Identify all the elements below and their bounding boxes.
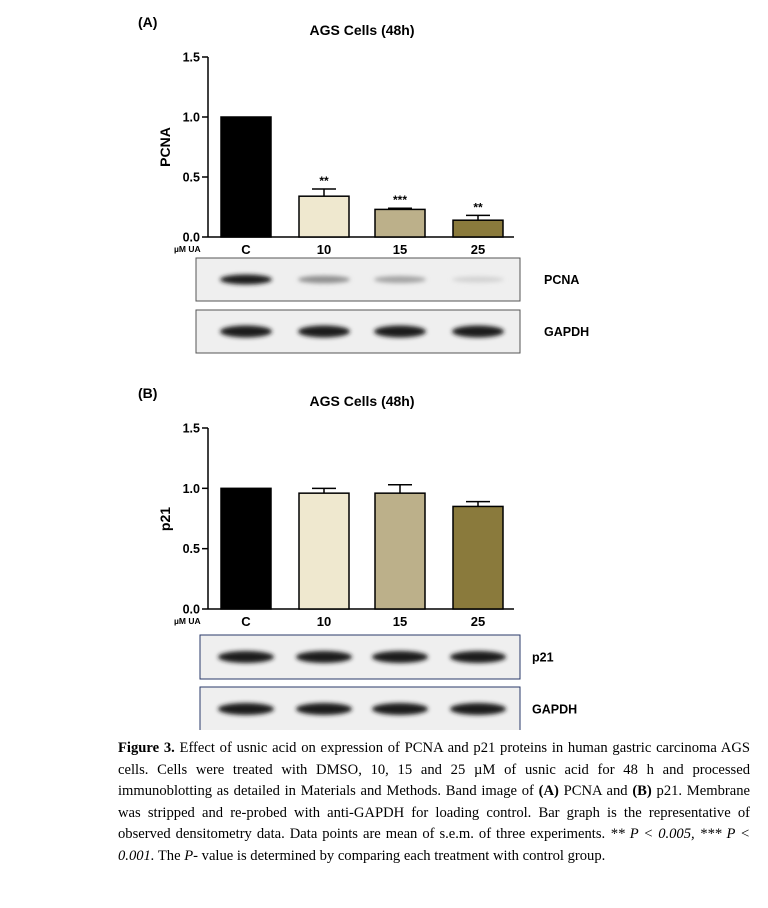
caption-figure-label: Figure 3. — [118, 740, 175, 756]
panel-b-x-unit: µM UA — [174, 616, 201, 626]
caption-text-1: Effect of usnic acid on expression of PC… — [118, 740, 750, 800]
panel-b-xtick-label: 10 — [317, 614, 331, 629]
caption-p-values: ** P < 0.005, *** P < 0.001. — [118, 826, 751, 864]
panel-a-blot-band — [298, 325, 350, 338]
panel-a-ylabel: PCNA — [157, 127, 173, 167]
panel-b-ytick-label: 0.0 — [183, 603, 200, 617]
figure-svg: (A) AGS Cells (48h) 0.0 0.5 1.0 1.5 PCNA µM UA C… — [138, 14, 589, 730]
panel-b-blot-label: p21 — [532, 651, 554, 665]
panel-b-title: AGS Cells (48h) — [309, 393, 414, 409]
panel-a-xtick-label: 25 — [471, 242, 485, 257]
panel-a-significance: *** — [393, 193, 407, 207]
panel-b-bar — [452, 505, 504, 610]
panel-b-blot-band — [296, 651, 352, 663]
panel-a-ytick-label: 0.5 — [183, 171, 200, 185]
figure-caption: Figure 3. Effect of usnic acid on expres… — [118, 738, 750, 868]
panel-b-blot-band — [372, 703, 428, 715]
panel-a-blot-band — [220, 325, 272, 338]
panel-a-title: AGS Cells (48h) — [309, 22, 414, 38]
panel-a-bar — [452, 219, 504, 238]
caption-label-a: (A) — [538, 783, 559, 800]
panel-a-xtick-label: C — [241, 242, 251, 257]
panel-a-blot-band — [452, 276, 504, 283]
panel-a-blot-band — [298, 275, 350, 284]
caption-text-4: The — [154, 847, 185, 864]
panel-a-ytick-label: 0.0 — [183, 231, 200, 245]
panel-b-ytick-label: 1.0 — [183, 482, 200, 496]
panel-a-xtick-label: 10 — [317, 242, 331, 257]
panel-b-blot-band — [372, 651, 428, 663]
panel-b-bar — [374, 492, 426, 610]
panel-b-ytick-label: 1.5 — [183, 422, 200, 436]
panel-b-blot-band — [450, 703, 506, 715]
panel-a-ytick-label: 1.5 — [183, 51, 200, 65]
panel-a-significance: ** — [473, 200, 483, 214]
panel-b-ytick-label: 0.5 — [183, 542, 200, 556]
panel-a-label: (A) — [138, 14, 157, 30]
panel-a-ytick-label: 1.0 — [183, 111, 200, 125]
panel-b-bar — [298, 492, 350, 610]
panel-b-blot-band — [450, 651, 506, 663]
panel-a-bar — [374, 208, 426, 238]
caption-text-5: - value is determined by comparing each … — [193, 847, 606, 864]
caption-text-2: PCNA and — [558, 783, 633, 800]
panel-a-bar — [220, 116, 272, 238]
panel-a-blot-label: GAPDH — [544, 325, 589, 339]
caption-text-3: p21. Membrane was stripped and re-probed… — [118, 783, 751, 843]
caption-label-b: (B) — [632, 783, 652, 800]
panel-a-bar — [298, 195, 350, 238]
panel-b-xtick-label: 25 — [471, 614, 485, 629]
caption-p-letter: P — [184, 847, 194, 864]
panel-b-label: (B) — [138, 385, 157, 401]
panel-b-blot-label: GAPDH — [532, 703, 577, 717]
panel-a-significance: ** — [319, 174, 329, 188]
panel-a-blot-label: PCNA — [544, 273, 579, 287]
panel-a-blot-band — [374, 325, 426, 338]
panel-a-blot-band — [374, 275, 426, 284]
panel-b-xtick-label: C — [241, 614, 251, 629]
panel-b-blot-band — [218, 651, 274, 663]
panel-a-blot-band — [220, 274, 272, 285]
panel-b-ylabel: p21 — [157, 507, 173, 531]
panel-a-xtick-label: 15 — [393, 242, 407, 257]
panel-b-xtick-label: 15 — [393, 614, 407, 629]
panel-a-x-unit: µM UA — [174, 244, 201, 254]
panel-a-blot-band — [452, 325, 504, 338]
panel-b-bar — [220, 487, 272, 610]
panel-b-blot-band — [218, 703, 274, 715]
panel-b-blot-band — [296, 703, 352, 715]
